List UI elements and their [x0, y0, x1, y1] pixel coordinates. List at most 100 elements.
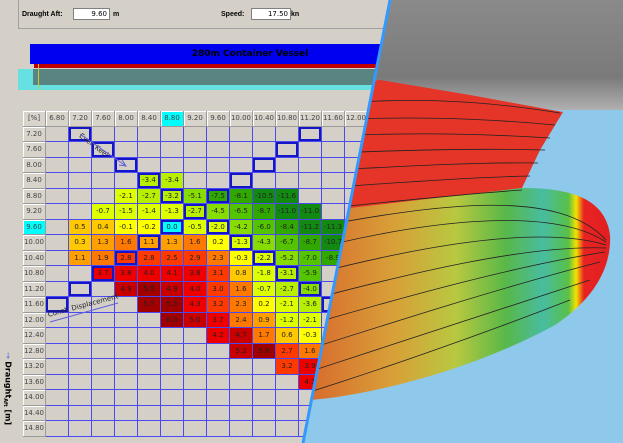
- table-cell[interactable]: [69, 281, 92, 297]
- table-cell[interactable]: [46, 157, 69, 173]
- table-cell[interactable]: [299, 173, 322, 189]
- table-cell[interactable]: [46, 343, 69, 359]
- table-cell[interactable]: 1.6: [115, 235, 138, 251]
- table-cell[interactable]: 1.6: [230, 281, 253, 297]
- table-cell[interactable]: [92, 126, 115, 142]
- table-cell[interactable]: [46, 421, 69, 437]
- table-cell[interactable]: [230, 390, 253, 406]
- table-cell[interactable]: [46, 281, 69, 297]
- table-cell[interactable]: [253, 421, 276, 437]
- table-cell[interactable]: [184, 157, 207, 173]
- table-cell[interactable]: 3.7: [207, 312, 230, 328]
- table-cell[interactable]: 1.7: [253, 328, 276, 344]
- table-cell[interactable]: 1.6: [184, 235, 207, 251]
- table-cell[interactable]: -7.0: [299, 250, 322, 266]
- table-cell[interactable]: [299, 142, 322, 158]
- table-cell[interactable]: [92, 173, 115, 189]
- table-cell[interactable]: 1.3: [161, 235, 184, 251]
- table-cell[interactable]: 2.3: [207, 250, 230, 266]
- table-cell[interactable]: [92, 157, 115, 173]
- table-cell[interactable]: [69, 390, 92, 406]
- table-cell[interactable]: 5.8: [253, 343, 276, 359]
- table-cell[interactable]: 0.4: [92, 219, 115, 235]
- table-cell[interactable]: -2.1: [276, 297, 299, 313]
- table-cell[interactable]: [69, 374, 92, 390]
- table-cell[interactable]: -0.2: [138, 219, 161, 235]
- table-cell[interactable]: [138, 421, 161, 437]
- row-header[interactable]: 8.40: [23, 173, 46, 189]
- table-cell[interactable]: [138, 126, 161, 142]
- table-cell[interactable]: [69, 405, 92, 421]
- table-cell[interactable]: [161, 126, 184, 142]
- table-cell[interactable]: -10.5: [253, 188, 276, 204]
- table-cell[interactable]: [115, 142, 138, 158]
- row-header[interactable]: 11.20: [23, 281, 46, 297]
- table-cell[interactable]: 5.0: [184, 312, 207, 328]
- row-header[interactable]: 12.40: [23, 328, 46, 344]
- table-cell[interactable]: [138, 390, 161, 406]
- table-cell[interactable]: [69, 312, 92, 328]
- table-cell[interactable]: 4.1: [161, 266, 184, 282]
- row-header[interactable]: 9.60: [23, 219, 46, 235]
- table-cell[interactable]: [184, 359, 207, 375]
- table-cell[interactable]: [92, 390, 115, 406]
- table-cell[interactable]: -5.1: [184, 188, 207, 204]
- table-cell[interactable]: [276, 173, 299, 189]
- table-cell[interactable]: [46, 266, 69, 282]
- table-cell[interactable]: [230, 173, 253, 189]
- table-cell[interactable]: -6.0: [253, 219, 276, 235]
- column-header[interactable]: 8.80: [161, 111, 184, 127]
- table-cell[interactable]: [46, 173, 69, 189]
- table-cell[interactable]: [92, 359, 115, 375]
- table-cell[interactable]: [46, 359, 69, 375]
- table-cell[interactable]: -5.9: [299, 266, 322, 282]
- table-cell[interactable]: -2.1: [115, 188, 138, 204]
- row-header[interactable]: 7.60: [23, 142, 46, 158]
- table-cell[interactable]: -2.1: [299, 312, 322, 328]
- table-cell[interactable]: -3.1: [276, 266, 299, 282]
- table-cell[interactable]: 3.1: [207, 266, 230, 282]
- table-cell[interactable]: [207, 157, 230, 173]
- draught-aft-input[interactable]: 9.60: [73, 8, 110, 20]
- table-cell[interactable]: [46, 405, 69, 421]
- table-cell[interactable]: 4.7: [230, 328, 253, 344]
- table-cell[interactable]: 3.0: [207, 281, 230, 297]
- table-cell[interactable]: [184, 405, 207, 421]
- table-cell[interactable]: [322, 126, 345, 142]
- table-cell[interactable]: [184, 142, 207, 158]
- row-header[interactable]: 14.80: [23, 421, 46, 437]
- table-cell[interactable]: 2.9: [184, 250, 207, 266]
- table-cell[interactable]: -0.1: [115, 219, 138, 235]
- row-header[interactable]: 13.60: [23, 374, 46, 390]
- table-cell[interactable]: 3.7: [92, 266, 115, 282]
- table-cell[interactable]: [184, 126, 207, 142]
- row-header[interactable]: 7.20: [23, 126, 46, 142]
- table-cell[interactable]: [92, 421, 115, 437]
- table-cell[interactable]: [92, 405, 115, 421]
- table-cell[interactable]: [161, 374, 184, 390]
- table-cell[interactable]: [69, 173, 92, 189]
- table-cell[interactable]: -4.5: [207, 204, 230, 220]
- table-cell[interactable]: [138, 359, 161, 375]
- table-cell[interactable]: [46, 297, 69, 313]
- column-header[interactable]: 10.00: [230, 111, 253, 127]
- table-cell[interactable]: [230, 142, 253, 158]
- column-header[interactable]: 8.40: [138, 111, 161, 127]
- table-cell[interactable]: 2.3: [230, 297, 253, 313]
- table-cell[interactable]: [115, 297, 138, 313]
- table-cell[interactable]: [276, 421, 299, 437]
- table-cell[interactable]: 0.6: [276, 328, 299, 344]
- table-cell[interactable]: [207, 405, 230, 421]
- table-cell[interactable]: -8.1: [230, 188, 253, 204]
- table-cell[interactable]: [115, 312, 138, 328]
- table-cell[interactable]: 2.8: [115, 250, 138, 266]
- table-cell[interactable]: [69, 297, 92, 313]
- row-header[interactable]: 11.60: [23, 297, 46, 313]
- table-cell[interactable]: [322, 142, 345, 158]
- table-cell[interactable]: [46, 204, 69, 220]
- table-cell[interactable]: [299, 126, 322, 142]
- table-cell[interactable]: [322, 204, 345, 220]
- column-header[interactable]: 6.80: [46, 111, 69, 127]
- table-cell[interactable]: [230, 359, 253, 375]
- table-cell[interactable]: [161, 405, 184, 421]
